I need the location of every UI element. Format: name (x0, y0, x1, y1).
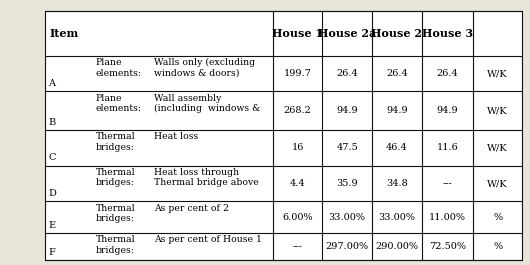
Text: 26.4: 26.4 (386, 69, 408, 78)
Text: C: C (48, 153, 56, 162)
Text: Heat loss: Heat loss (154, 132, 198, 141)
Text: 26.4: 26.4 (437, 69, 458, 78)
Text: 16: 16 (292, 143, 304, 152)
Text: Plane
elements:: Plane elements: (96, 58, 142, 78)
Text: W/K: W/K (488, 69, 508, 78)
Text: 33.00%: 33.00% (378, 213, 416, 222)
Text: 94.9: 94.9 (437, 106, 458, 115)
Text: ---: --- (443, 179, 453, 188)
Text: Heat loss through
Thermal bridge above: Heat loss through Thermal bridge above (154, 168, 259, 188)
Text: 199.7: 199.7 (284, 69, 312, 78)
Text: W/K: W/K (488, 106, 508, 115)
Text: Wall assembly
(including  windows &: Wall assembly (including windows & (154, 94, 260, 113)
Text: E: E (48, 221, 55, 230)
Text: 6.00%: 6.00% (282, 213, 313, 222)
Text: 94.9: 94.9 (386, 106, 408, 115)
Text: Thermal
bridges:: Thermal bridges: (96, 235, 136, 255)
Text: 33.00%: 33.00% (329, 213, 366, 222)
Text: Plane
elements:: Plane elements: (96, 94, 142, 113)
Text: 11.6: 11.6 (437, 143, 458, 152)
Text: 72.50%: 72.50% (429, 242, 466, 251)
Text: Thermal
bridges:: Thermal bridges: (96, 168, 136, 188)
Text: A: A (48, 79, 55, 88)
Text: As per cent of House 1: As per cent of House 1 (154, 235, 262, 244)
Text: B: B (48, 118, 56, 127)
Text: 94.9: 94.9 (337, 106, 358, 115)
Text: W/K: W/K (488, 179, 508, 188)
Text: %: % (493, 213, 502, 222)
Text: House 2: House 2 (372, 28, 422, 39)
Text: F: F (48, 248, 55, 257)
Text: 268.2: 268.2 (284, 106, 312, 115)
Text: 26.4: 26.4 (336, 69, 358, 78)
Text: D: D (48, 189, 56, 198)
Text: Item: Item (49, 28, 78, 39)
Text: Walls only (excluding
windows & doors): Walls only (excluding windows & doors) (154, 58, 255, 78)
Text: 47.5: 47.5 (336, 143, 358, 152)
Text: House 2a: House 2a (318, 28, 376, 39)
Text: 34.8: 34.8 (386, 179, 408, 188)
Text: 4.4: 4.4 (290, 179, 305, 188)
Text: 35.9: 35.9 (337, 179, 358, 188)
Text: W/K: W/K (488, 143, 508, 152)
Text: 290.00%: 290.00% (375, 242, 419, 251)
Text: %: % (493, 242, 502, 251)
Text: 11.00%: 11.00% (429, 213, 466, 222)
Text: ---: --- (293, 242, 303, 251)
Text: Thermal
bridges:: Thermal bridges: (96, 204, 136, 223)
Text: 297.00%: 297.00% (325, 242, 369, 251)
Text: 46.4: 46.4 (386, 143, 408, 152)
Text: House 3: House 3 (422, 28, 473, 39)
Text: As per cent of 2: As per cent of 2 (154, 204, 229, 213)
Text: Thermal
bridges:: Thermal bridges: (96, 132, 136, 152)
Text: House 1: House 1 (272, 28, 323, 39)
